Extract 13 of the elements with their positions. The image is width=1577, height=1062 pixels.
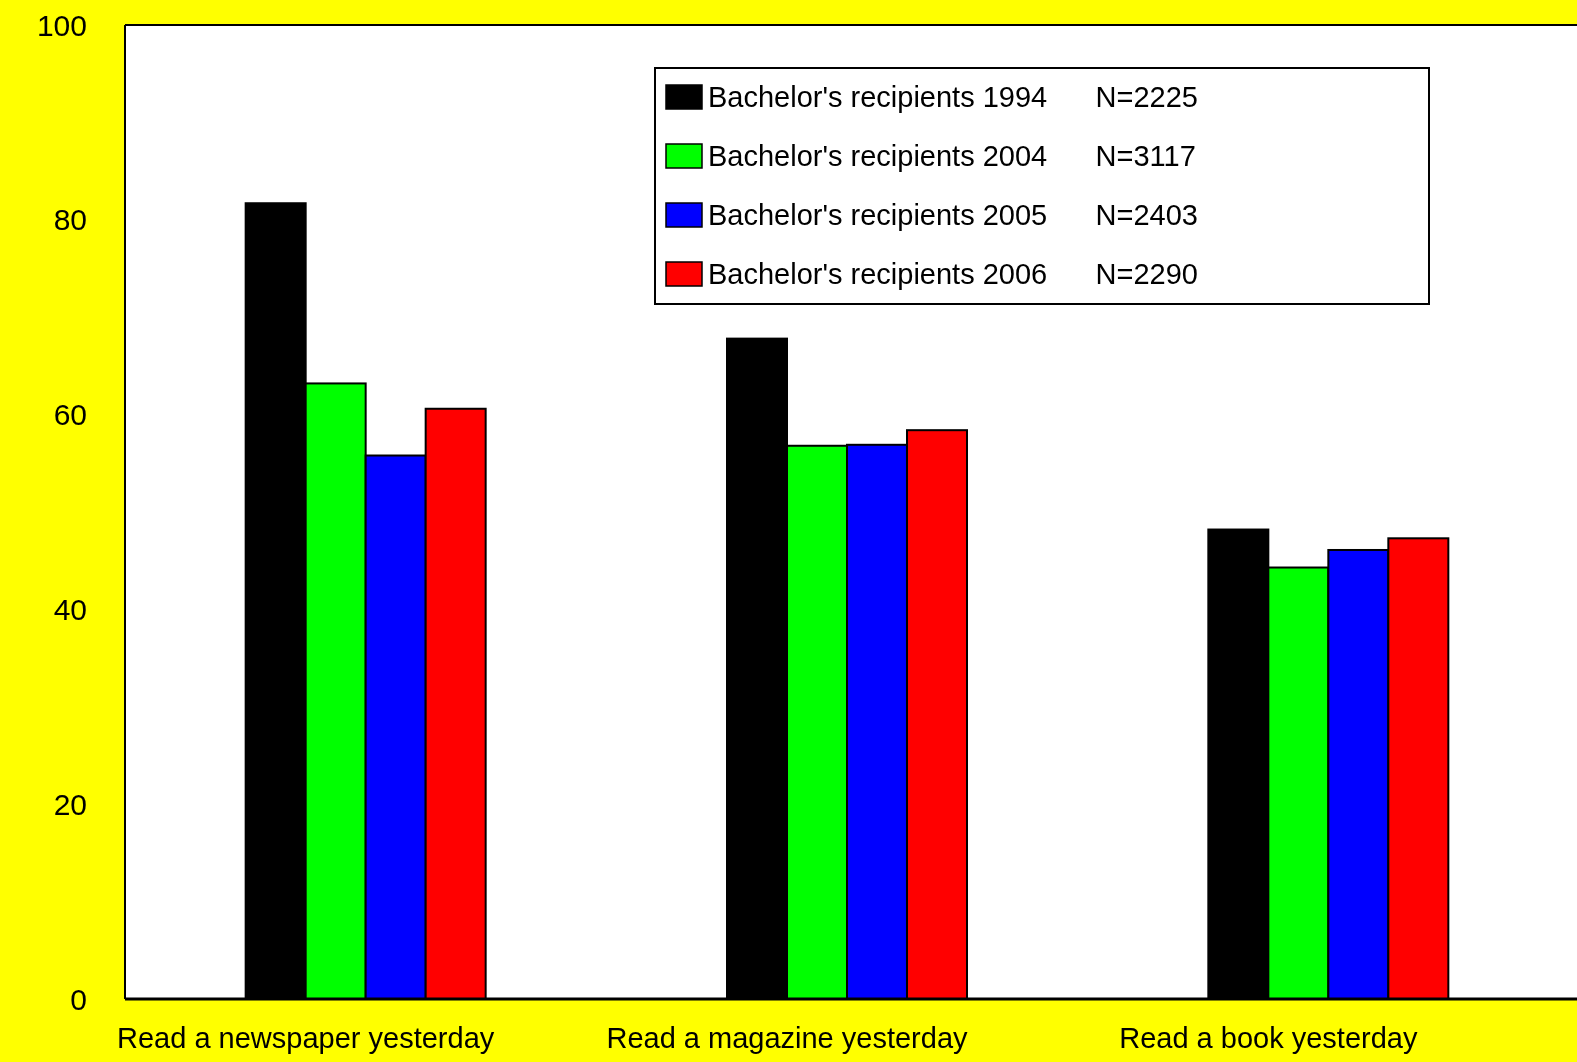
legend-label: Bachelor's recipients 2006 N=2290	[708, 258, 1198, 291]
x-tick-label: Read a magazine yesterday	[606, 1022, 969, 1054]
legend-label: Bachelor's recipients 2004 N=3117	[708, 140, 1196, 173]
y-tick-label: 0	[70, 982, 87, 1016]
x-tick-label: Read a book yesterday	[1119, 1022, 1418, 1054]
legend-label: Bachelor's recipients 2005 N=2403	[708, 199, 1198, 232]
y-tick-label: 100	[36, 8, 87, 42]
y-tick-label: 40	[53, 592, 87, 626]
y-tick-label: 60	[53, 398, 87, 432]
y-tick-label: 80	[53, 203, 87, 237]
legend-label: Bachelor's recipients 1994 N=2225	[708, 81, 1198, 114]
y-tick-label: 20	[53, 787, 87, 821]
x-tick-label: Read a newspaper yesterday	[117, 1022, 495, 1054]
